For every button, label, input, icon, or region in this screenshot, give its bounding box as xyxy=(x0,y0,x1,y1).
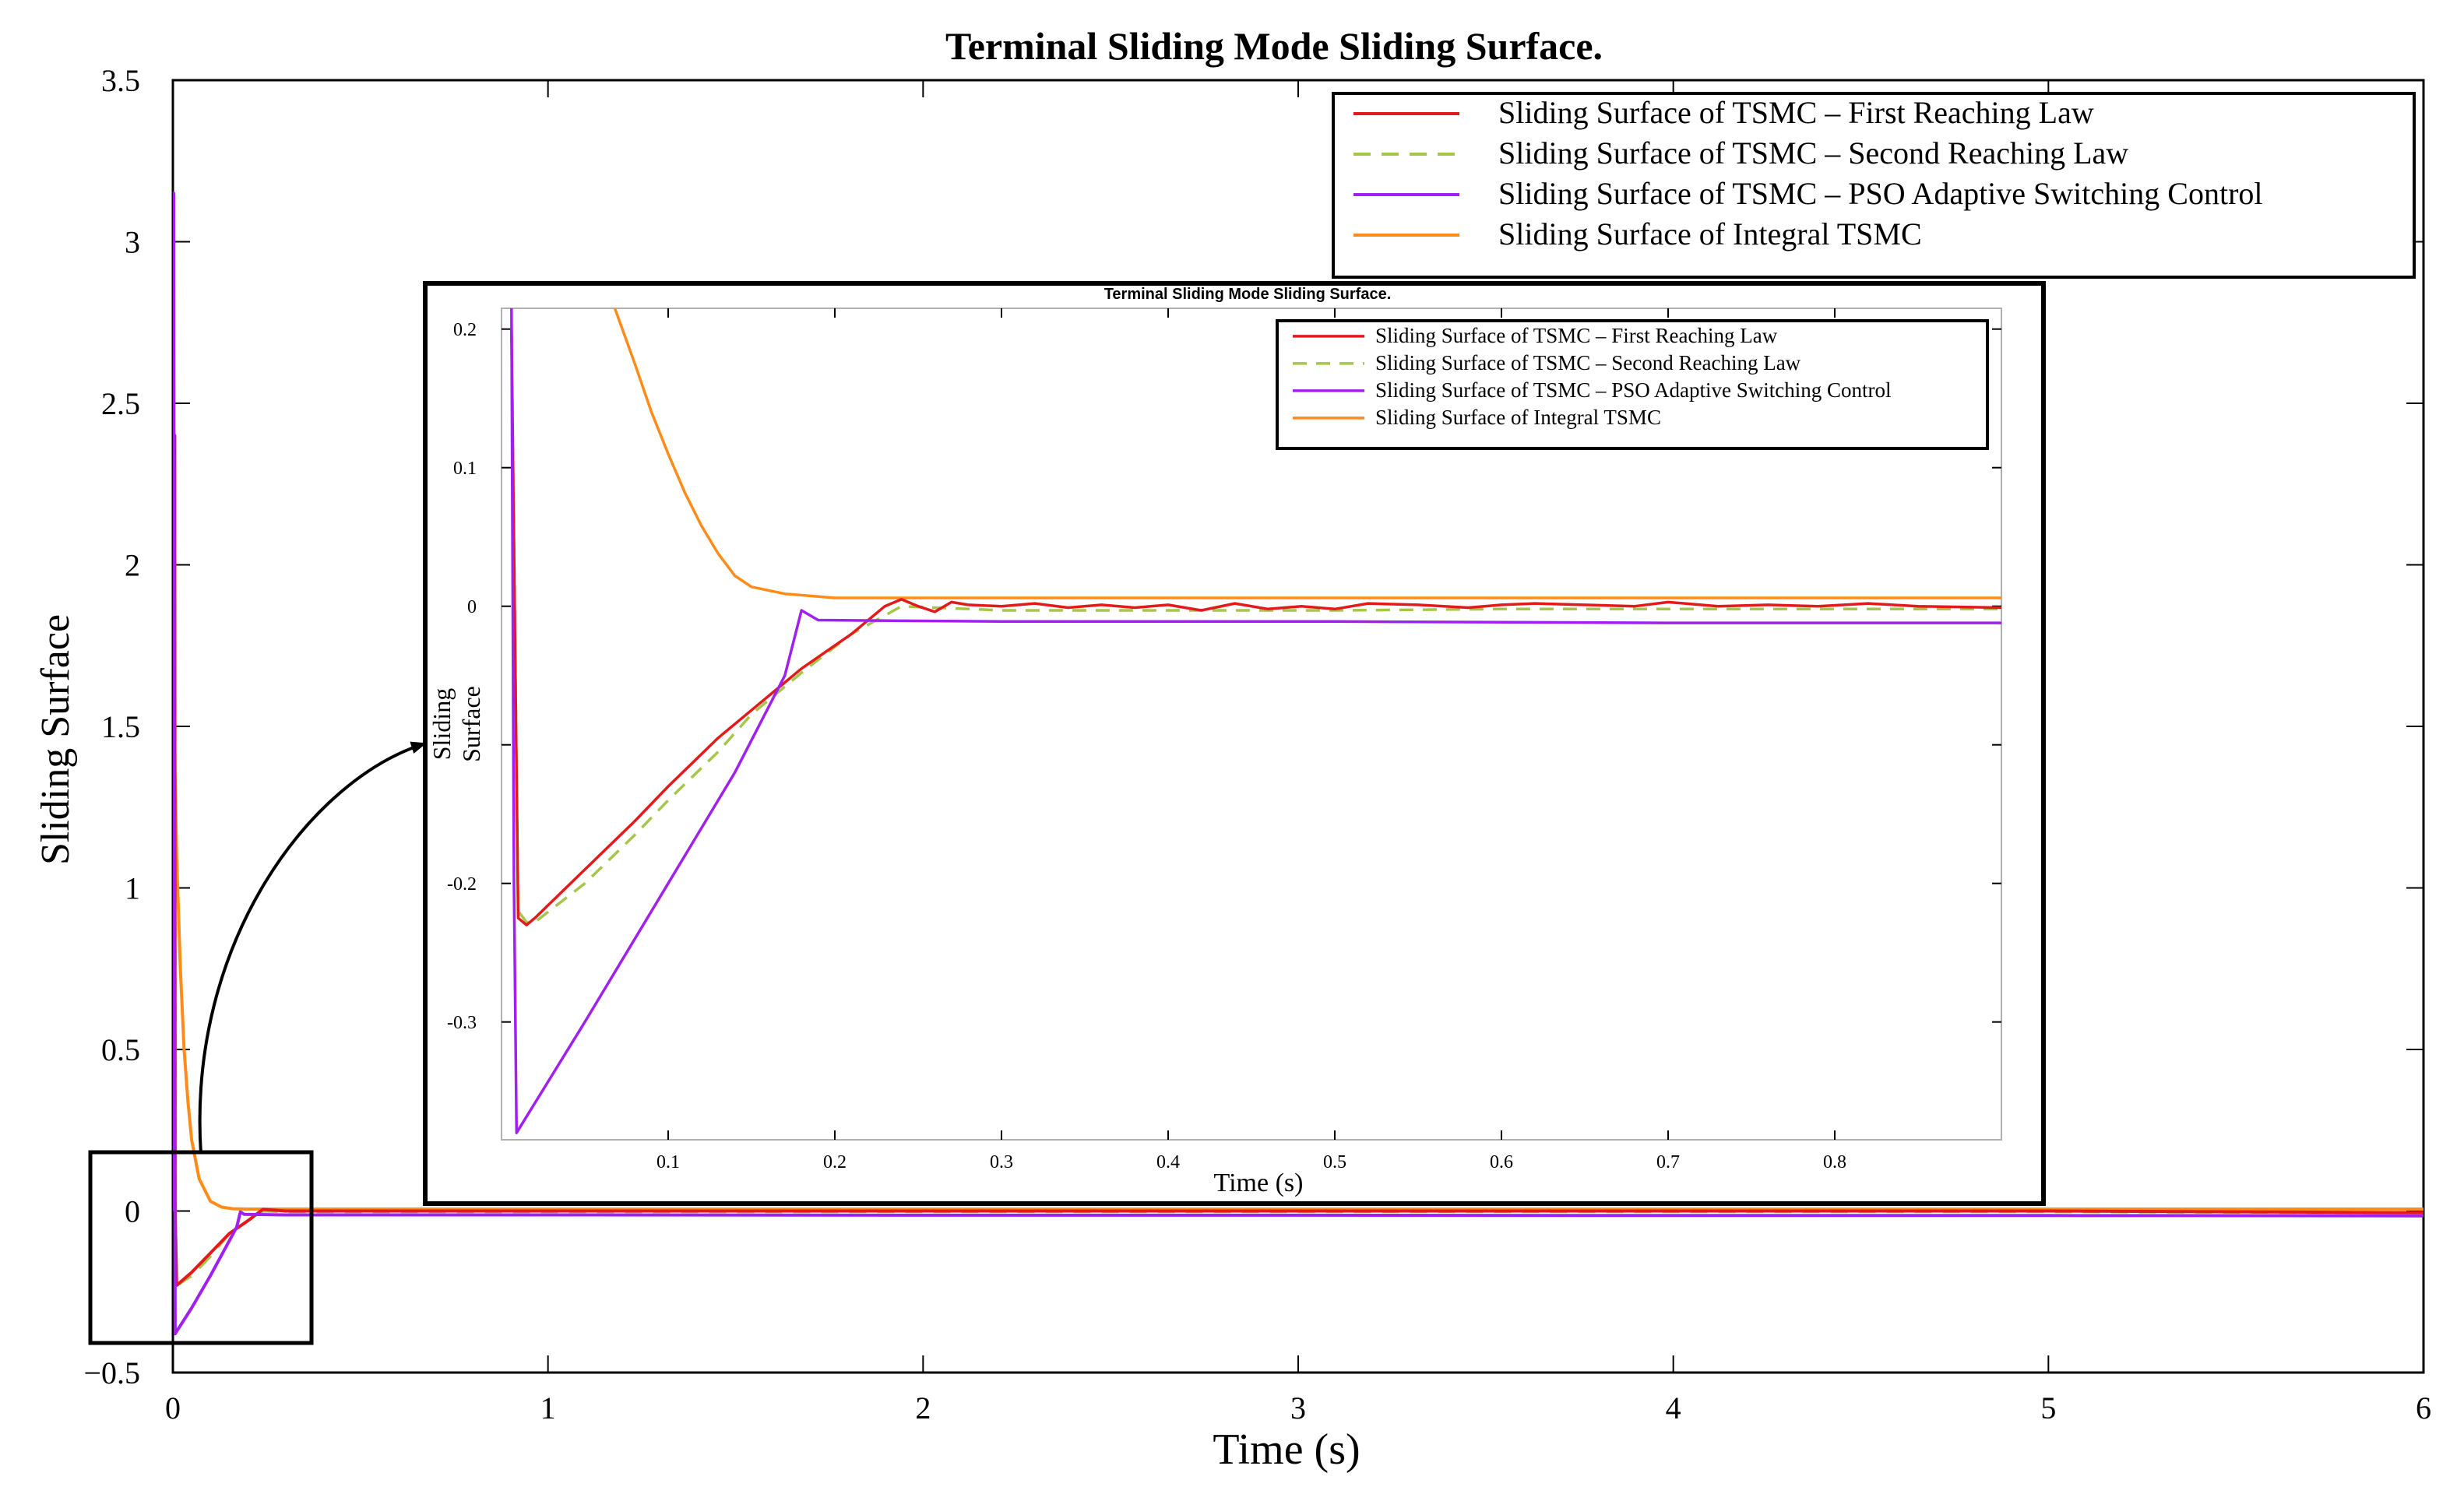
inset-legend-frame xyxy=(1276,319,1989,450)
zoom-arrow xyxy=(198,741,427,1155)
inset-legend-label: Sliding Surface of TSMC – PSO Adaptive S… xyxy=(1375,378,1892,402)
main-y-tick-label: 0.5 xyxy=(101,1032,140,1067)
inset-legend-label: Sliding Surface of TSMC – First Reaching… xyxy=(1375,324,1778,347)
main-legend-label: Sliding Surface of TSMC – First Reaching… xyxy=(1498,95,2094,130)
main-y-tick-label: 3 xyxy=(125,225,140,260)
inset-x-tick-label: 0.1 xyxy=(656,1152,680,1172)
inset-series-first-line xyxy=(510,329,2001,926)
inset-tick-labels: 0.1 0.2 0.3 0.4 0.5 0.6 0.7 0.8 -0.3 -0.2 0 0.1 0.2 xyxy=(447,320,1846,1172)
inset-x-tick-label: 0.5 xyxy=(1323,1152,1346,1172)
main-y-tick-label: −0.5 xyxy=(83,1355,140,1390)
chart-title: Terminal Sliding Mode Sliding Surface. xyxy=(945,24,1603,68)
inset-x-tick-label: 0.7 xyxy=(1656,1152,1680,1172)
inset-y-tick-label: 0.1 xyxy=(453,459,477,479)
main-legend-label: Sliding Surface of Integral TSMC xyxy=(1498,216,1922,251)
inset-tick-marks xyxy=(502,308,2001,1140)
main-y-tick-label: 2.5 xyxy=(101,386,140,421)
inset-y-axis-label-line1: Sliding xyxy=(428,688,456,760)
main-tick-labels: 0 1 2 3 4 5 6 −0.5 0 0.5 1 1.5 2 2.5 3 3.5 xyxy=(83,63,2431,1425)
y-axis-label: Sliding Surface xyxy=(33,614,78,865)
main-y-tick-label: 1.5 xyxy=(101,709,140,744)
main-y-tick-label: 0 xyxy=(125,1194,140,1229)
inset-y-tick-label: 0.2 xyxy=(453,320,477,340)
main-x-tick-label: 3 xyxy=(1290,1390,1306,1425)
main-y-tick-label: 1 xyxy=(125,871,140,906)
main-x-tick-label: 4 xyxy=(1666,1390,1681,1425)
inset-series-pso-line xyxy=(510,308,2001,1134)
main-y-tick-label: 2 xyxy=(125,548,140,583)
inset-legend-label: Sliding Surface of TSMC – Second Reachin… xyxy=(1375,351,1801,374)
inset-x-tick-label: 0.6 xyxy=(1490,1152,1513,1172)
inset-y-axis-label: Sliding Surface xyxy=(428,686,485,762)
inset-zoom-chart: Terminal Sliding Mode Sliding Surface. 0… xyxy=(423,281,2046,1206)
main-legend: Sliding Surface of TSMC – First Reaching… xyxy=(1332,92,2416,279)
main-legend-frame xyxy=(1332,92,2416,279)
inset-y-tick-label: 0 xyxy=(467,597,477,617)
main-x-tick-label: 5 xyxy=(2040,1390,2056,1425)
main-x-tick-label: 6 xyxy=(2416,1390,2431,1425)
inset-x-tick-label: 0.8 xyxy=(1823,1152,1846,1172)
inset-x-axis-label: Time (s) xyxy=(1214,1169,1304,1197)
inset-title: Terminal Sliding Mode Sliding Surface. xyxy=(1104,286,1392,303)
inset-legend-label: Sliding Surface of Integral TSMC xyxy=(1375,406,1661,429)
inset-y-axis-label-line2: Surface xyxy=(457,686,485,762)
main-y-tick-label: 3.5 xyxy=(101,63,140,98)
main-x-tick-label: 1 xyxy=(540,1390,556,1425)
inset-y-tick-label: -0.3 xyxy=(447,1013,477,1033)
main-legend-label: Sliding Surface of TSMC – Second Reachin… xyxy=(1498,135,2128,170)
x-axis-label: Time (s) xyxy=(1213,1425,1360,1474)
inset-series-lines xyxy=(510,308,2001,1134)
main-series-pso-line xyxy=(173,192,2424,1336)
main-legend-label: Sliding Surface of TSMC – PSO Adaptive S… xyxy=(1498,176,2263,211)
main-x-tick-label: 0 xyxy=(165,1390,181,1425)
inset-y-tick-label: -0.2 xyxy=(447,874,477,895)
inset-x-tick-label: 0.2 xyxy=(823,1152,847,1172)
inset-x-tick-label: 0.3 xyxy=(990,1152,1013,1172)
inset-x-tick-label: 0.4 xyxy=(1156,1152,1180,1172)
main-series-lines xyxy=(173,192,2424,1336)
inset-legend: Sliding Surface of TSMC – First Reaching… xyxy=(1276,319,1989,450)
main-series-integral-line xyxy=(173,694,2424,1211)
inset-series-second-line xyxy=(510,329,2001,924)
main-x-tick-label: 2 xyxy=(915,1390,931,1425)
inset-series-integral-line xyxy=(613,308,2001,599)
